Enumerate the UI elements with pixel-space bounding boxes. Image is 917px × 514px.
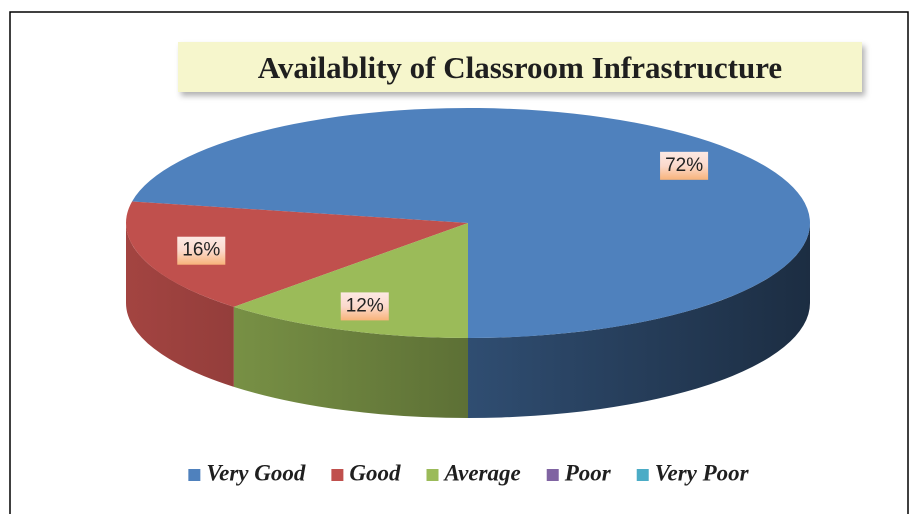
data-label-box	[177, 236, 226, 265]
legend-label: Very Good	[206, 460, 306, 485]
title-box	[178, 42, 862, 92]
pie-slice	[233, 223, 468, 338]
legend-label: Very Poor	[655, 460, 750, 485]
data-label-box	[660, 151, 709, 180]
pie-side	[126, 223, 234, 387]
legend-swatch	[426, 469, 439, 481]
legend-label: Good	[349, 460, 401, 485]
pie-side	[233, 306, 468, 418]
data-label-text: 12%	[346, 295, 384, 316]
data-label: 12%	[340, 292, 389, 321]
legend: Very Good Good Average Poor Very Poor	[188, 460, 750, 485]
chart-title: Availablity of Classroom Infrastructure	[258, 50, 782, 85]
pie-sides	[126, 223, 810, 418]
data-label-text: 16%	[182, 240, 220, 261]
legend-swatch	[188, 469, 201, 481]
legend-swatch	[331, 469, 344, 481]
pie-slice	[132, 107, 811, 338]
data-label: 16%	[177, 236, 226, 265]
data-label-text: 72%	[665, 155, 703, 176]
data-label-box	[340, 292, 389, 321]
legend-label: Average	[443, 460, 521, 485]
pie-tops	[126, 107, 811, 338]
pie-side	[468, 223, 810, 418]
legend-swatch	[546, 469, 559, 481]
legend-swatch	[636, 469, 649, 481]
pie-slice	[126, 201, 468, 307]
legend-label: Poor	[564, 460, 612, 485]
data-label: 72%	[660, 151, 709, 180]
